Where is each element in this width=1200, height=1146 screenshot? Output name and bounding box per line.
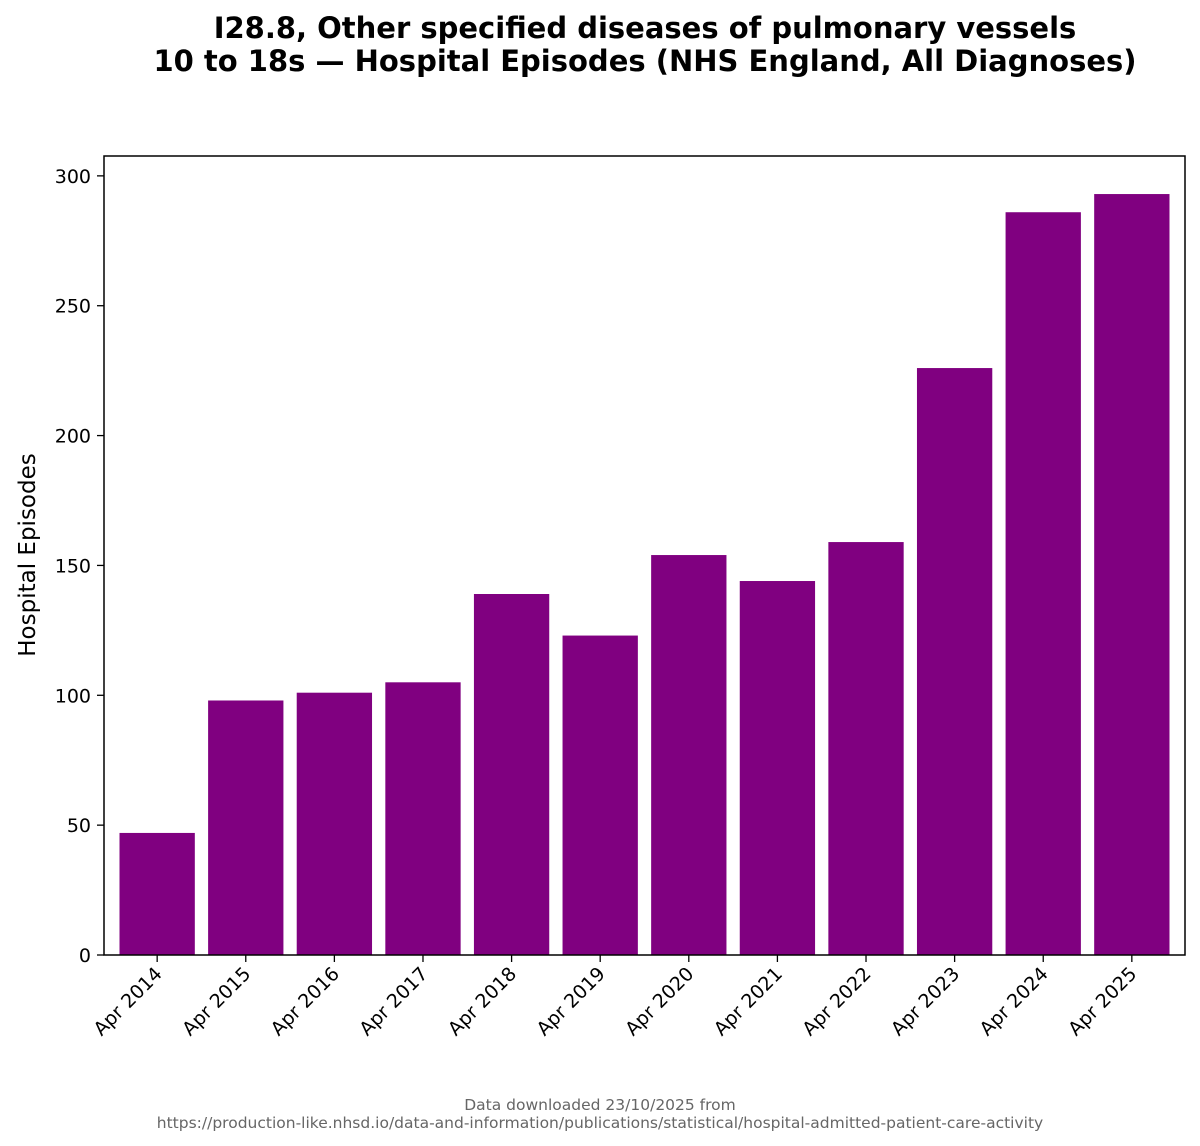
y-tick-label: 300 [55, 166, 91, 188]
bars-group [119, 194, 1170, 956]
bar-apr-2024 [1005, 212, 1081, 956]
x-tick-label: Apr 2020 [621, 963, 698, 1040]
plot-frame [103, 155, 1186, 956]
bar-apr-2019 [562, 635, 638, 955]
x-tick-label: Apr 2014 [89, 963, 166, 1040]
x-tick-label: Apr 2018 [444, 963, 521, 1040]
x-tick-label: Apr 2023 [887, 963, 964, 1040]
x-tick-label: Apr 2021 [710, 963, 787, 1040]
bar-apr-2016 [296, 692, 373, 955]
y-tick-label: 250 [55, 296, 91, 318]
y-axis-label: Hospital Episodes [15, 453, 41, 656]
chart-title-line-2: 10 to 18s — Hospital Episodes (NHS Engla… [153, 44, 1136, 78]
x-tick-label: Apr 2016 [267, 963, 344, 1040]
y-tick-label: 150 [55, 555, 91, 577]
bar-apr-2021 [739, 581, 816, 955]
y-tick-label: 200 [55, 426, 91, 448]
bar-apr-2023 [916, 368, 993, 955]
x-tick-label: Apr 2017 [355, 963, 432, 1040]
x-tick-label: Apr 2022 [798, 963, 875, 1040]
bar-apr-2017 [385, 682, 461, 955]
bar-apr-2020 [651, 555, 727, 955]
chart-title-line-1: I28.8, Other specified diseases of pulmo… [214, 11, 1077, 45]
y-axis: 0 50 100 150 200 250 300 [55, 166, 104, 967]
bar-apr-2025 [1094, 194, 1170, 956]
x-tick-label: Apr 2019 [532, 963, 609, 1040]
bar-apr-2015 [208, 700, 284, 955]
bar-apr-2014 [119, 832, 195, 955]
footer-line-1: Data downloaded 23/10/2025 from [464, 1096, 736, 1114]
y-tick-label: 0 [79, 945, 91, 967]
bar-apr-2018 [473, 594, 550, 955]
bar-apr-2022 [828, 542, 904, 955]
x-axis: Apr 2014 Apr 2015 Apr 2016 Apr 2017 Apr 2018… [89, 955, 1141, 1040]
footer-line-2: https://production-like.nhsd.io/data-and… [157, 1114, 1043, 1132]
x-tick-label: Apr 2015 [178, 963, 255, 1040]
x-tick-label: Apr 2024 [976, 963, 1053, 1040]
x-tick-label: Apr 2025 [1064, 963, 1141, 1040]
y-tick-label: 50 [67, 815, 91, 837]
y-tick-label: 100 [55, 685, 91, 707]
